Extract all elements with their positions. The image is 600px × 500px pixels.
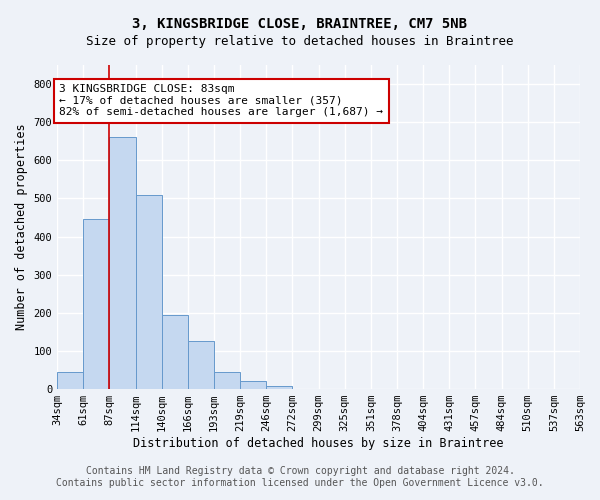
- Bar: [214, 372, 240, 389]
- Text: Contains HM Land Registry data © Crown copyright and database right 2024.
Contai: Contains HM Land Registry data © Crown c…: [56, 466, 544, 487]
- Y-axis label: Number of detached properties: Number of detached properties: [15, 124, 28, 330]
- Bar: [109, 138, 136, 389]
- Bar: [266, 386, 292, 389]
- Text: Size of property relative to detached houses in Braintree: Size of property relative to detached ho…: [86, 35, 514, 48]
- Text: 3, KINGSBRIDGE CLOSE, BRAINTREE, CM7 5NB: 3, KINGSBRIDGE CLOSE, BRAINTREE, CM7 5NB: [133, 18, 467, 32]
- Bar: [240, 382, 266, 389]
- Text: 3 KINGSBRIDGE CLOSE: 83sqm
← 17% of detached houses are smaller (357)
82% of sem: 3 KINGSBRIDGE CLOSE: 83sqm ← 17% of deta…: [59, 84, 383, 117]
- Bar: [57, 372, 83, 389]
- Bar: [83, 220, 109, 389]
- X-axis label: Distribution of detached houses by size in Braintree: Distribution of detached houses by size …: [133, 437, 504, 450]
- Bar: [188, 342, 214, 389]
- Bar: [162, 314, 188, 389]
- Bar: [136, 194, 162, 389]
